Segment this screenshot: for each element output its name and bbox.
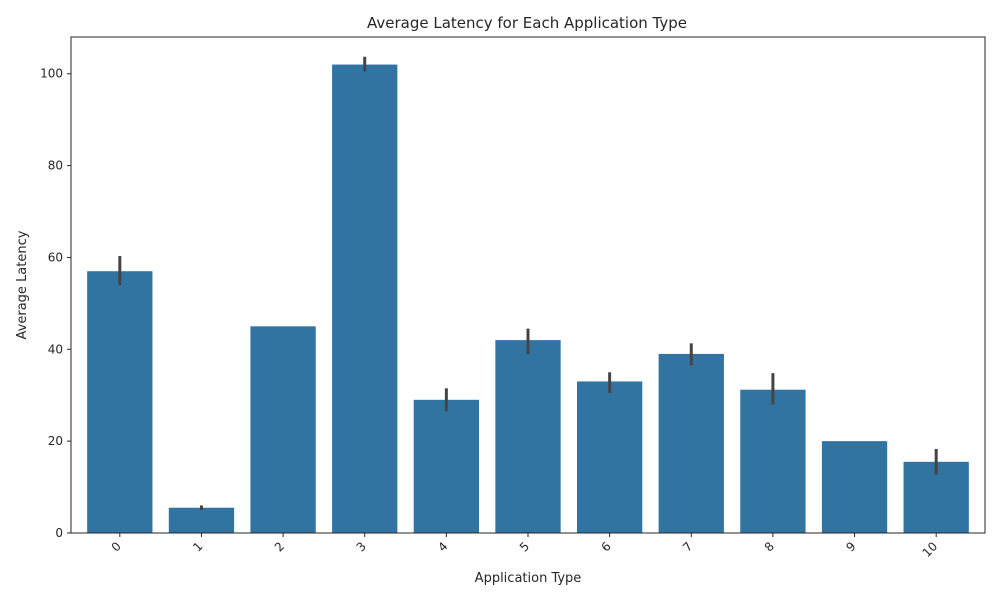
bar-9: [821, 441, 888, 533]
y-tick-label: 100: [40, 67, 63, 81]
x-tick-label: 2: [272, 539, 287, 554]
bar-6: [576, 381, 643, 533]
x-axis-label: Application Type: [475, 571, 582, 586]
plot-frame: [70, 36, 986, 534]
x-tick-label: 4: [435, 539, 450, 554]
y-tick-label: 40: [48, 342, 63, 356]
x-tick-label: 7: [680, 539, 695, 554]
bar-1: [168, 507, 235, 533]
y-tick-label: 20: [48, 434, 63, 448]
x-tick-label: 0: [109, 539, 124, 554]
x-tick-label: 9: [843, 539, 858, 554]
bar-7: [658, 353, 724, 533]
bar-8: [740, 389, 806, 533]
y-axis-label: Average Latency: [15, 230, 30, 339]
y-tick-label: 0: [55, 526, 63, 540]
bar-0: [87, 271, 153, 533]
bar-5: [495, 340, 561, 533]
bar-2: [250, 326, 316, 533]
chart-title: Average Latency for Each Application Typ…: [367, 14, 687, 32]
x-tick-label: 5: [517, 539, 532, 554]
y-tick-label: 60: [48, 250, 63, 264]
x-tick-label: 3: [354, 539, 369, 554]
y-tick-label: 80: [48, 159, 63, 173]
x-tick-label: 6: [598, 539, 613, 554]
x-tick-label: 8: [762, 539, 777, 554]
bar-3: [332, 64, 398, 534]
bar-4: [413, 399, 480, 533]
x-tick-label: 1: [190, 539, 205, 554]
x-tick-label: 10: [920, 539, 941, 560]
